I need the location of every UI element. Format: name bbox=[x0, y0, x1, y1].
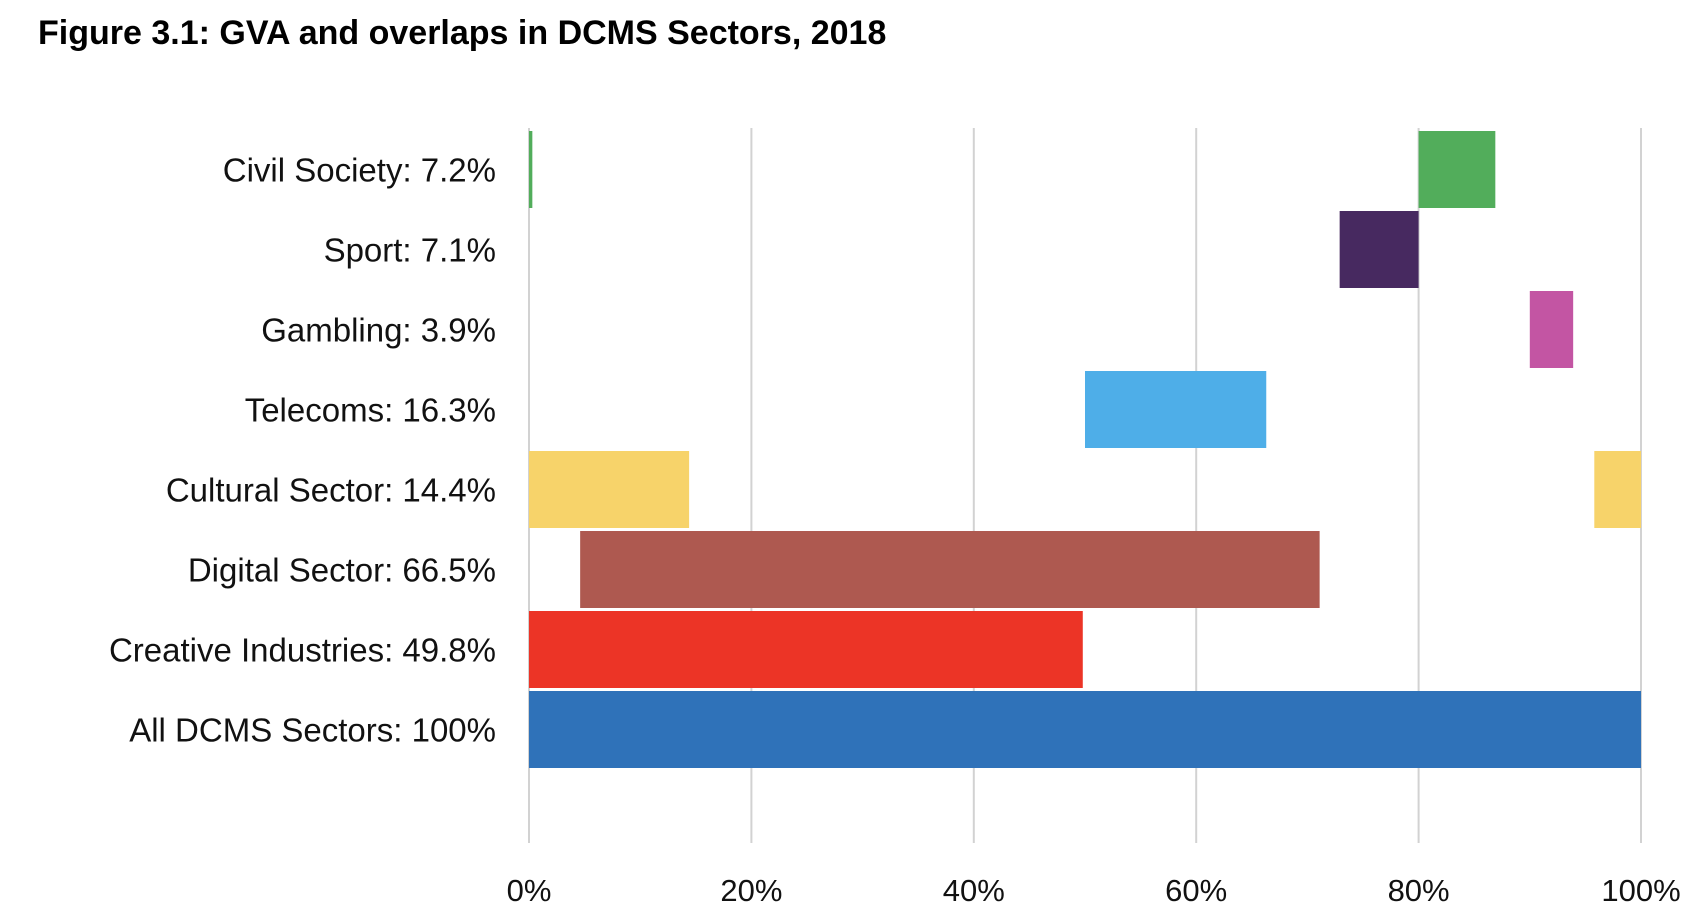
category-label-sport: Sport: 7.1% bbox=[324, 232, 496, 269]
category-label-telecoms: Telecoms: 16.3% bbox=[245, 392, 496, 429]
bar-all-dcms-sectors-0 bbox=[529, 691, 1641, 768]
bar-gambling-0 bbox=[1529, 291, 1574, 368]
category-labels: Civil Society: 7.2% Sport: 7.1% Gambling: … bbox=[109, 152, 496, 749]
bar-digital-sector-0 bbox=[580, 531, 1320, 608]
x-tick-label: 0% bbox=[507, 873, 552, 908]
bar-segments bbox=[529, 131, 1641, 768]
category-label-gambling: Gambling: 3.9% bbox=[261, 312, 496, 349]
bar-cultural-sector-0 bbox=[529, 451, 690, 528]
bar-civil-society-0 bbox=[529, 131, 533, 208]
bar-creative-industries-0 bbox=[529, 611, 1083, 688]
category-label-all-dcms-sectors: All DCMS Sectors: 100% bbox=[129, 712, 496, 749]
x-tick-label: 60% bbox=[1165, 873, 1227, 908]
x-tick-label: 100% bbox=[1601, 873, 1680, 908]
x-tick-label: 80% bbox=[1388, 873, 1450, 908]
x-tick-label: 20% bbox=[720, 873, 782, 908]
category-label-digital-sector: Digital Sector: 66.5% bbox=[188, 552, 496, 589]
bar-telecoms-0 bbox=[1085, 371, 1267, 448]
bar-civil-society-1 bbox=[1418, 131, 1496, 208]
chart-title: Figure 3.1: GVA and overlaps in DCMS Sec… bbox=[38, 14, 887, 52]
bar-sport-0 bbox=[1339, 211, 1419, 288]
category-label-cultural-sector: Cultural Sector: 14.4% bbox=[166, 472, 496, 509]
x-tick-label: 40% bbox=[943, 873, 1005, 908]
bar-cultural-sector-1 bbox=[1594, 451, 1641, 528]
category-label-creative-industries: Creative Industries: 49.8% bbox=[109, 632, 496, 669]
x-axis-tick-labels: 0% 20% 40% 60% 80% 100% bbox=[507, 873, 1681, 908]
category-label-civil-society: Civil Society: 7.2% bbox=[223, 152, 496, 189]
